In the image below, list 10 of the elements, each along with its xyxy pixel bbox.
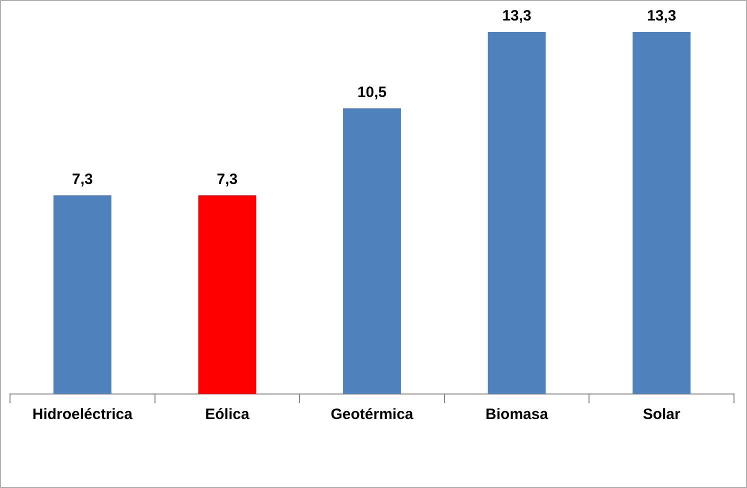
x-tick-label: Solar [642, 406, 681, 424]
data-label: 7,3 [216, 170, 238, 188]
data-label: 13,3 [647, 8, 676, 25]
data-label: 10,5 [357, 84, 387, 101]
x-tick-label: Geotérmica [330, 406, 414, 424]
data-label: 7,3 [72, 170, 93, 188]
x-tick-label: Hidroeléctrica [32, 406, 134, 424]
x-tick-label: Eólica [205, 406, 250, 424]
data-label: 13,3 [502, 8, 532, 25]
x-tick-label: Biomasa [486, 406, 549, 424]
